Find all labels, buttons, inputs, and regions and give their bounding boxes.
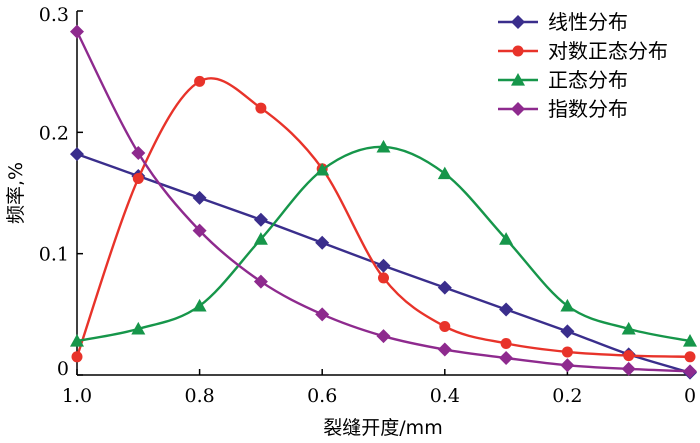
legend-item: 线性分布 <box>498 10 628 34</box>
x-axis-title: 裂缝开度/mm <box>323 417 442 439</box>
data-point <box>131 145 146 160</box>
data-point <box>71 351 83 363</box>
data-point <box>376 258 391 273</box>
y-tick-label: 0.2 <box>39 122 69 144</box>
series-2 <box>71 75 696 363</box>
data-point <box>70 147 84 162</box>
data-point <box>253 274 268 289</box>
legend-swatch-marker <box>511 73 525 86</box>
data-point <box>623 350 635 362</box>
data-point <box>376 329 391 344</box>
legend-swatch-marker <box>511 102 525 116</box>
data-point <box>192 223 207 238</box>
legend-label: 对数正态分布 <box>548 39 668 63</box>
data-point <box>194 75 206 87</box>
plot-area <box>76 11 690 376</box>
data-point <box>499 302 514 317</box>
x-tick-label: 1.0 <box>62 385 92 407</box>
data-point <box>437 342 452 357</box>
legend-swatch-marker <box>511 15 525 29</box>
data-point <box>315 307 330 322</box>
data-point <box>437 166 452 180</box>
series-3 <box>70 139 697 347</box>
x-tick-label: 0.8 <box>184 385 214 407</box>
legend-label: 正态分布 <box>548 68 628 92</box>
y-tick-label: 0 <box>57 358 69 380</box>
data-point <box>439 320 451 332</box>
y-tick-label: 0.3 <box>39 4 69 26</box>
data-point <box>683 334 697 347</box>
legend-swatch-marker <box>512 45 524 57</box>
data-point <box>560 324 575 339</box>
legend-label: 指数分布 <box>548 97 628 121</box>
x-ticks: 1.0 0.8 0.6 0.4 0.2 0 <box>62 369 696 407</box>
data-point <box>683 364 697 379</box>
data-point <box>621 321 636 335</box>
x-tick-label: 0.4 <box>430 385 460 407</box>
series-4 <box>70 24 697 379</box>
data-point <box>684 351 696 363</box>
series-line <box>76 145 691 343</box>
legend-item: 正态分布 <box>498 68 628 92</box>
y-tick-label: 0.1 <box>39 244 69 266</box>
x-tick-label: 0.2 <box>552 385 582 407</box>
data-point <box>131 321 146 335</box>
data-point <box>621 361 636 376</box>
x-tick-label: 0.6 <box>307 385 337 407</box>
data-point <box>560 358 575 373</box>
data-point <box>437 280 452 295</box>
legend-label: 线性分布 <box>548 10 628 34</box>
data-point <box>378 272 389 284</box>
data-point <box>560 298 575 312</box>
data-point <box>499 351 514 366</box>
series-layer <box>70 24 697 380</box>
data-point <box>376 139 391 153</box>
data-point <box>499 232 514 245</box>
data-point <box>315 162 330 176</box>
series-1 <box>70 147 697 380</box>
data-point <box>500 337 512 349</box>
data-point <box>192 298 207 312</box>
data-point <box>192 190 207 205</box>
data-point <box>255 102 267 114</box>
y-axis-title: 频率,% <box>5 162 27 224</box>
data-point <box>561 346 573 358</box>
data-point <box>70 334 84 347</box>
y-ticks: 0 0.1 0.2 0.3 <box>39 4 83 380</box>
data-point <box>132 172 144 184</box>
legend-item: 对数正态分布 <box>498 39 668 63</box>
x-tick-label: 0 <box>684 385 696 407</box>
data-point <box>315 235 330 250</box>
data-point <box>70 24 84 39</box>
data-point <box>253 232 268 245</box>
legend-item: 指数分布 <box>498 97 628 121</box>
data-point <box>253 212 268 227</box>
